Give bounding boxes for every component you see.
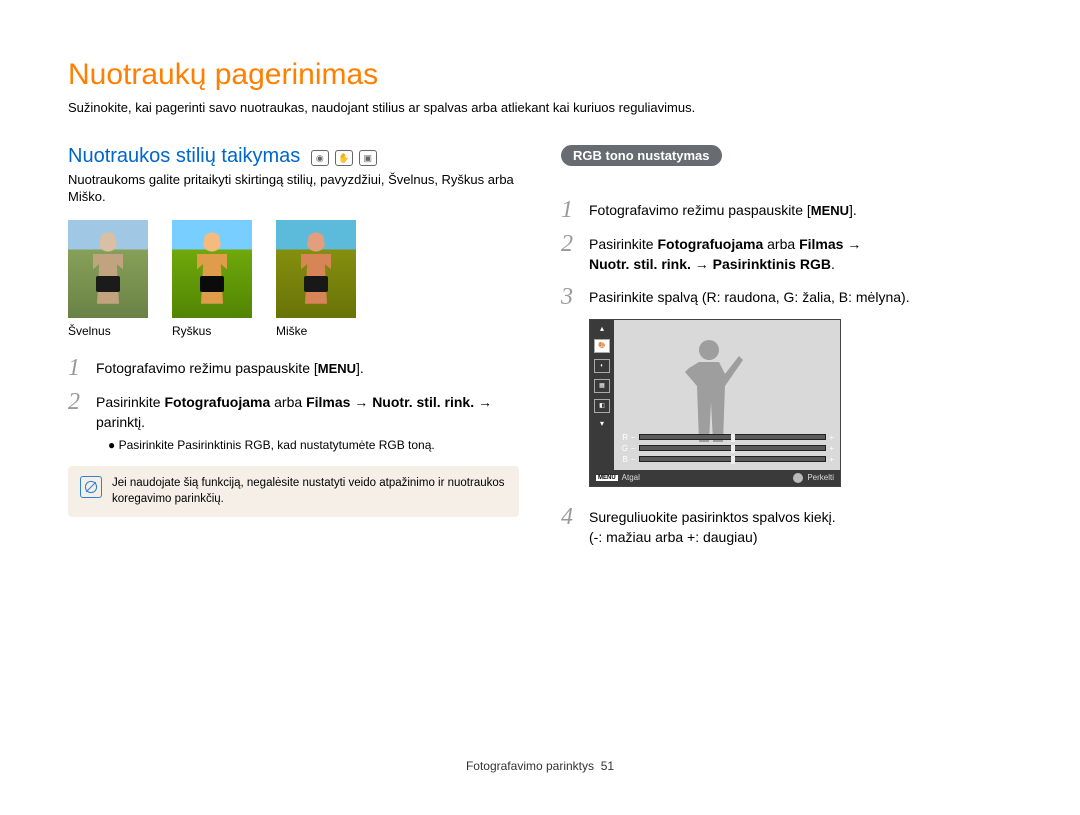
sample-label: Miške — [276, 324, 356, 338]
lcd-screen: ▴ 🎨 ◐ ▦ ◧ ▾ — [589, 319, 841, 487]
step-text-part: Fotografavimo režimu paspauskite [ — [96, 360, 318, 376]
plus-icon: + — [829, 444, 834, 453]
left-column: Nuotraukos stilių taikymas ◉ ✋ ▣ Nuotrau… — [68, 145, 519, 557]
rgb-pill: RGB tono nustatymas — [561, 145, 722, 166]
section-title: Nuotraukos stilių taikymas — [68, 145, 300, 167]
bullet-bold: Pasirinktinis RGB — [177, 438, 270, 452]
step-text-bold: Filmas → Nuotr. stil. rink. → — [306, 394, 492, 410]
lcd-sidebar: ▴ 🎨 ◐ ▦ ◧ ▾ — [590, 320, 614, 470]
step-number: 1 — [68, 356, 96, 380]
minus-icon: − — [631, 444, 636, 453]
step-number: 4 — [561, 505, 589, 529]
slider-r: R− + — [620, 433, 834, 442]
step-text-part: ]. — [849, 202, 857, 218]
slider-track — [639, 456, 827, 462]
note-text: Jei naudojate šią funkciją, negalėsite n… — [112, 476, 507, 507]
step-text-part: ]. — [356, 360, 364, 376]
sample-soft: Švelnus — [68, 220, 148, 338]
sample-label: Ryškus — [172, 324, 252, 338]
step-1: 1 Fotografavimo režimu paspauskite [MENU… — [68, 356, 519, 380]
plus-icon: + — [829, 433, 834, 442]
minus-icon: − — [631, 455, 636, 464]
bullet-pre: Pasirinkite — [119, 438, 178, 452]
page-title: Nuotraukų pagerinimas — [68, 58, 1012, 92]
slider-b: B− + — [620, 455, 834, 464]
step-text: Pasirinkite Fotografuojama arba Filmas →… — [589, 232, 861, 275]
step-text-bold: Nuotr. stil. rink. → Pasirinktinis RGB — [589, 256, 831, 272]
video-mode-icon: ▣ — [359, 150, 377, 166]
step-text-bold: Filmas → — [799, 236, 861, 252]
rgb-sliders: R−+ G−+ B−+ — [620, 433, 834, 466]
mode-icons: ◉ ✋ ▣ — [311, 150, 377, 166]
lcd-side-item: ▦ — [594, 379, 610, 393]
sample-image-forest — [276, 220, 356, 318]
step-number: 3 — [561, 285, 589, 309]
step-text-part: . — [831, 256, 835, 272]
channel-label: G — [620, 444, 628, 453]
step-text: Sureguliuokite pasirinktos spalvos kiekį… — [589, 505, 836, 548]
step-subtext: (-: mažiau arba +: daugiau) — [589, 529, 757, 545]
step-4: 4 Sureguliuokite pasirinktos spalvos kie… — [561, 505, 1012, 548]
menu-label: MENU — [811, 203, 849, 218]
person-silhouette-icon — [674, 332, 744, 442]
step-text-part: Fotografavimo režimu paspauskite [ — [589, 202, 811, 218]
slider-track — [639, 434, 827, 440]
step-text-part: Sureguliuokite pasirinktos spalvos kiekį… — [589, 509, 836, 525]
step-text: Pasirinkite spalvą (R: raudona, G: žalia… — [589, 285, 910, 307]
lcd-scene: R−+ G−+ B−+ — [614, 320, 840, 470]
style-samples: Švelnus Ryškus Miške — [68, 220, 519, 338]
channel-label: B — [620, 455, 628, 464]
step-text-bold: Fotografuojama — [657, 236, 763, 252]
hand-mode-icon: ✋ — [335, 150, 353, 166]
chevron-down-icon: ▾ — [600, 419, 604, 428]
move-label: Perkelti — [807, 473, 834, 482]
sample-label: Švelnus — [68, 324, 148, 338]
step-2: 2 Pasirinkite Fotografuojama arba Filmas… — [561, 232, 1012, 275]
menu-label: MENU — [318, 361, 356, 376]
lcd-bottom-bar: MENU Atgal Perkelti — [590, 470, 840, 486]
camera-mode-icon: ◉ — [311, 150, 329, 166]
lcd-side-item: ◐ — [594, 359, 610, 373]
page-number: 51 — [601, 759, 614, 773]
sample-image-soft — [68, 220, 148, 318]
lcd-side-item: ◧ — [594, 399, 610, 413]
right-column: RGB tono nustatymas 1 Fotografavimo reži… — [561, 145, 1012, 557]
step-text-part: arba — [763, 236, 799, 252]
sample-image-vivid — [172, 220, 252, 318]
sample-vivid: Ryškus — [172, 220, 252, 338]
chevron-up-icon: ▴ — [600, 324, 604, 333]
page-footer: Fotografavimo parinktys 51 — [0, 759, 1080, 773]
slider-track — [639, 445, 827, 451]
note-icon — [80, 476, 102, 498]
dpad-icon — [793, 473, 803, 483]
step-number: 2 — [561, 232, 589, 256]
step-1: 1 Fotografavimo režimu paspauskite [MENU… — [561, 198, 1012, 222]
step-3: 3 Pasirinkite spalvą (R: raudona, G: žal… — [561, 285, 1012, 309]
step-number: 2 — [68, 390, 96, 414]
channel-label: R — [620, 433, 628, 442]
step-text-part: Pasirinkite — [589, 236, 657, 252]
step-text-bold: Fotografuojama — [164, 394, 270, 410]
step-text: Fotografavimo režimu paspauskite [MENU]. — [589, 198, 857, 221]
lcd-side-item: 🎨 — [594, 339, 610, 353]
sample-forest: Miške — [276, 220, 356, 338]
step-text: Fotografavimo režimu paspauskite [MENU]. — [96, 356, 364, 379]
step-text-part: parinktį. — [96, 414, 145, 430]
footer-label: Fotografavimo parinktys — [466, 759, 594, 773]
sub-bullet: ● Pasirinkite Pasirinktinis RGB, kad nus… — [108, 438, 519, 452]
menu-icon: MENU — [596, 475, 618, 481]
bullet-post: , kad nustatytumėte RGB toną. — [271, 438, 435, 452]
page-subtitle: Sužinokite, kai pagerinti savo nuotrauka… — [68, 100, 1012, 115]
back-label: Atgal — [622, 473, 640, 482]
plus-icon: + — [829, 455, 834, 464]
minus-icon: − — [631, 433, 636, 442]
slider-g: G− + — [620, 444, 834, 453]
section-desc: Nuotraukoms galite pritaikyti skirtingą … — [68, 172, 519, 206]
step-text-part: Pasirinkite — [96, 394, 164, 410]
step-text: Pasirinkite Fotografuojama arba Filmas →… — [96, 390, 519, 433]
note-box: Jei naudojate šią funkciją, negalėsite n… — [68, 466, 519, 517]
step-number: 1 — [561, 198, 589, 222]
step-2: 2 Pasirinkite Fotografuojama arba Filmas… — [68, 390, 519, 433]
